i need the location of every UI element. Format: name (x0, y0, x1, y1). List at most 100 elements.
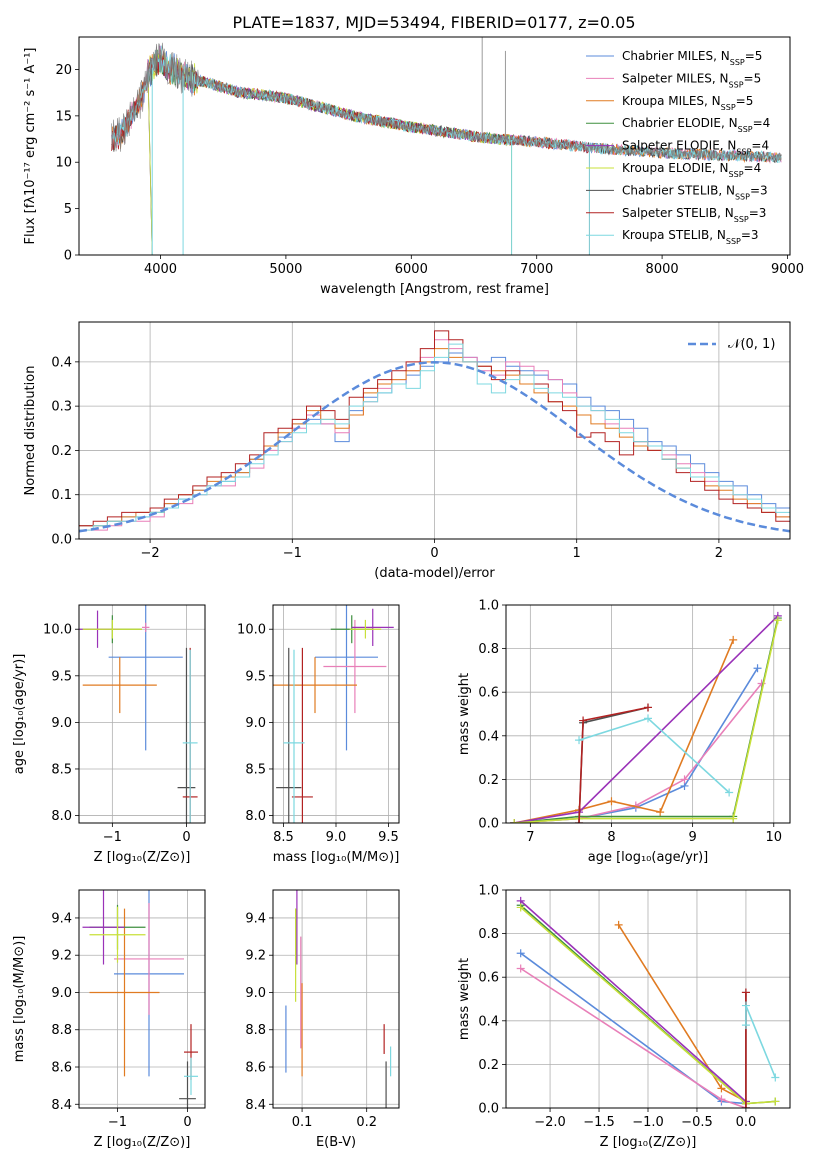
y-tick-label: 0.1 (51, 488, 72, 503)
y-tick-label: 8.8 (245, 1023, 266, 1038)
x-axis-label: Z [log₁₀(Z/Z⊙)] (600, 1135, 697, 1150)
legend-nssp: =4 (753, 116, 771, 130)
y-axis-label: mass [log₁₀(M/M⊙)] (12, 936, 27, 1063)
plus-marker (717, 1084, 726, 1093)
plus-marker (656, 808, 665, 817)
y-tick-label: 8.0 (51, 809, 72, 824)
axes-frame (78, 604, 206, 824)
legend-subscript: SSP (734, 214, 749, 223)
x-tick-label: 8 (607, 830, 615, 845)
y-tick-label: 0.0 (478, 817, 499, 832)
plus-marker (510, 819, 519, 823)
y-tick-label: 8.5 (51, 762, 72, 777)
legend-nssp: =3 (750, 183, 768, 197)
x-tick-label: 9.0 (326, 830, 347, 845)
legend-label: Kroupa STELIB, NSSP=3 (622, 228, 759, 246)
legend-label: 𝒩(0, 1) (728, 337, 775, 352)
plus-marker (614, 920, 623, 929)
plot-layer: 4000 5000 6000 7000 8000 900005101520waveleng… (12, 36, 804, 1150)
plus-marker (771, 1097, 780, 1106)
y-tick-label: 1.0 (478, 884, 499, 899)
y-tick-label: 0.4 (478, 729, 499, 744)
panel-age-vs-Z: −1 0 8.0 8.5 9.0 9.5 10.0 Z [log₁₀(Z/Z⊙)] age [l… (12, 604, 206, 865)
plus-marker (729, 814, 738, 823)
x-tick-label: 5000 (269, 262, 302, 277)
y-tick-label: 9.0 (51, 986, 72, 1001)
legend-nssp: =4 (744, 161, 762, 175)
mass-weight-line (514, 620, 779, 823)
legend-label: Salpeter STELIB, NSSP=3 (622, 206, 766, 224)
plot-area (510, 611, 782, 823)
y-tick-label: 9.5 (51, 669, 72, 684)
y-tick-label: 0.4 (51, 355, 72, 370)
y-tick-label: 8.8 (51, 1023, 72, 1038)
x-tick-label: 9000 (771, 262, 804, 277)
plus-marker (741, 1104, 750, 1108)
y-tick-label: 9.5 (245, 669, 266, 684)
model-line (111, 45, 782, 164)
panel-mass-weight-vs-age: 7 8 9 10 0.0 0.2 0.4 0.6 0.8 1.0 age [log₁₀(age/yr… (457, 599, 791, 865)
legend-label: Chabrier STELIB, NSSP=3 (622, 183, 768, 201)
y-tick-label: 1.0 (478, 599, 499, 614)
plus-marker (741, 1021, 750, 1030)
histogram-series (79, 343, 790, 531)
plot-area (285, 890, 392, 1108)
y-axis-label: Flux [fλ10⁻¹⁷ erg cm⁻² s⁻¹ A⁻¹] (23, 48, 38, 245)
x-tick-label: 0.2 (356, 1115, 377, 1130)
axes-frame (505, 604, 791, 824)
x-tick-label: 4000 (144, 262, 177, 277)
y-tick-label: 0.2 (51, 444, 72, 459)
y-tick-label: 0.3 (51, 400, 72, 415)
plus-marker (516, 903, 525, 912)
axes-frame (272, 604, 400, 824)
plus-marker (773, 616, 782, 625)
x-axis-label: Z [log₁₀(Z/Z⊙)] (94, 1135, 191, 1150)
plus-marker (516, 964, 525, 973)
plus-marker (644, 714, 652, 723)
mass-weight-line (745, 1005, 777, 1078)
y-tick-label: 0.2 (478, 1058, 499, 1073)
plot-area (82, 890, 198, 1108)
y-axis-label: mass weight (457, 958, 472, 1040)
x-axis-label: Z [log₁₀(Z/Z⊙)] (94, 850, 191, 865)
legend-nssp: =5 (745, 49, 763, 63)
y-tick-label: 0.8 (478, 927, 499, 942)
data-spectrum (111, 42, 782, 163)
y-axis-label: Normed distribution (23, 366, 38, 496)
legend-subscript: SSP (735, 192, 750, 201)
y-tick-label: 10.0 (43, 623, 72, 638)
mass-weight-line (520, 967, 747, 1108)
mass-weight-line (520, 952, 746, 1105)
plot-area (79, 605, 198, 823)
x-tick-label: 1 (573, 546, 581, 561)
x-tick-label: 2 (715, 546, 723, 561)
y-tick-label: 0.4 (478, 1014, 499, 1029)
legend-subscript: SSP (721, 102, 736, 111)
legend-subscript: SSP (726, 237, 741, 246)
mass-weight-line (617, 924, 747, 1103)
x-tick-label: 6000 (395, 262, 428, 277)
x-tick-label: 0 (430, 546, 438, 561)
y-tick-label: 9.0 (51, 716, 72, 731)
y-tick-label: 8.0 (245, 809, 266, 824)
plus-marker (741, 988, 750, 997)
plus-marker (680, 775, 689, 784)
plus-marker (516, 949, 525, 958)
x-tick-label: 0 (182, 830, 190, 845)
axes-frame (505, 889, 791, 1109)
plus-marker (729, 635, 738, 644)
legend-label: Chabrier ELODIE, NSSP=4 (622, 116, 770, 134)
plus-marker (717, 1095, 726, 1104)
plot-area (111, 37, 782, 255)
plus-marker (741, 1001, 750, 1010)
x-tick-label: 10 (765, 830, 782, 845)
x-tick-label: 7000 (520, 262, 553, 277)
x-tick-label: −0.5 (681, 1115, 713, 1130)
legend-nssp: =4 (751, 139, 769, 153)
y-tick-label: 9.0 (245, 986, 266, 1001)
x-tick-label: 8000 (646, 262, 679, 277)
legend-nssp: =3 (749, 206, 767, 220)
y-axis-label: mass weight (457, 673, 472, 755)
legend-subscript: SSP (729, 170, 744, 179)
y-tick-label: 8.4 (51, 1098, 72, 1113)
